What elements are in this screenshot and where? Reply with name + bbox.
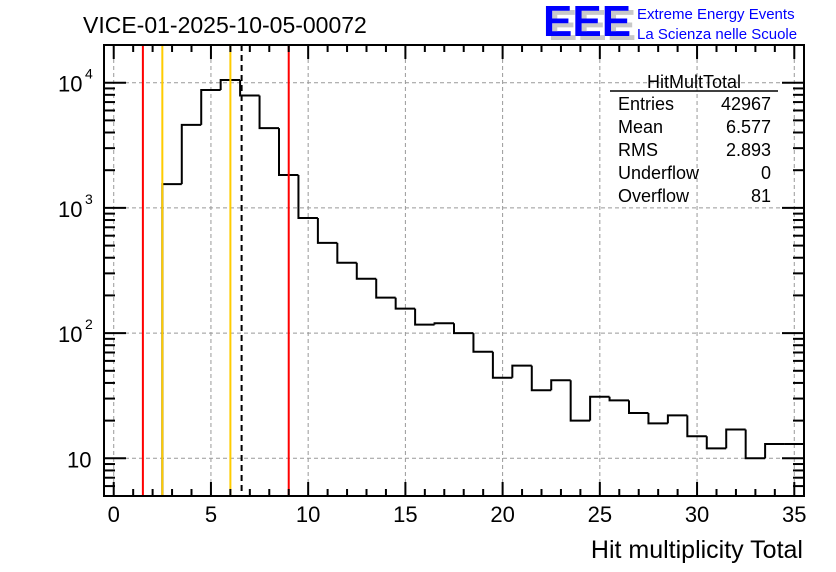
stats-label: Underflow xyxy=(618,163,700,183)
x-tick-label: 5 xyxy=(205,502,217,527)
axis-ticks xyxy=(104,44,804,497)
stats-value: 6.577 xyxy=(726,117,771,137)
y-tick-exp: 4 xyxy=(85,66,93,82)
histogram-bin xyxy=(647,413,668,425)
histogram-bin xyxy=(433,322,454,325)
histogram-bin xyxy=(219,79,241,90)
histogram-bin xyxy=(608,396,629,402)
x-tick-label: 25 xyxy=(588,502,612,527)
histogram-bin xyxy=(316,218,338,244)
histogram-bin xyxy=(453,323,474,335)
plot-frame xyxy=(103,44,805,497)
histogram-bin xyxy=(666,414,688,424)
x-tick-label: 20 xyxy=(490,502,514,527)
y-tick-label: 10 xyxy=(67,447,91,472)
stats-value: 0 xyxy=(761,163,771,183)
histogram-bin xyxy=(239,80,260,97)
histogram-bin xyxy=(569,380,591,422)
histogram-bin xyxy=(278,128,299,177)
histogram-bin xyxy=(705,436,727,450)
histogram-bin xyxy=(725,428,746,449)
stats-row: Overflow 81 xyxy=(618,186,771,206)
histogram-bin xyxy=(200,88,221,125)
marker-lines xyxy=(141,45,290,496)
y-tick-label: 10 2 xyxy=(58,316,93,347)
histogram-bin xyxy=(491,351,513,379)
histogram-bin xyxy=(550,379,571,391)
logo-text: EEE xyxy=(543,0,631,46)
chart-title: VICE-01-2025-10-05-00072 xyxy=(83,12,367,38)
x-tick-label: 35 xyxy=(782,502,806,527)
histogram-bin xyxy=(414,308,435,326)
y-tick-exp: 2 xyxy=(85,316,93,332)
histogram-bins xyxy=(161,79,804,496)
histogram-bin xyxy=(589,395,610,421)
y-tick-base: 10 xyxy=(67,447,91,472)
stats-label: Overflow xyxy=(618,186,690,206)
y-tick-label: 10 4 xyxy=(58,66,93,97)
histogram-bin xyxy=(472,333,493,353)
grid xyxy=(104,45,804,496)
x-tick-label: 0 xyxy=(108,502,120,527)
logo-line1: Extreme Energy Events xyxy=(637,6,795,23)
stats-value: 2.893 xyxy=(726,140,771,160)
stats-row: Entries 42967 xyxy=(618,94,771,114)
stats-value: 81 xyxy=(751,186,771,206)
y-tick-base: 10 xyxy=(58,72,82,97)
stats-title: HitMultTotal xyxy=(647,72,741,92)
stats-row: Mean 6.577 xyxy=(618,117,771,137)
logo-line2: La Scienza nelle Scuole xyxy=(637,26,797,43)
stats-row: RMS 2.893 xyxy=(618,140,771,160)
histogram-bin xyxy=(180,123,202,185)
y-tick-label: 10 3 xyxy=(58,191,93,222)
stats-value: 42967 xyxy=(721,94,771,114)
stats-row: Underflow 0 xyxy=(618,163,771,183)
x-axis-label: Hit multiplicity Total xyxy=(591,536,803,564)
y-tick-base: 10 xyxy=(58,197,82,222)
histogram-bin xyxy=(161,183,182,496)
x-tick-label: 30 xyxy=(685,502,709,527)
y-tick-exp: 3 xyxy=(85,191,93,207)
eee-logo: EEE Extreme Energy Events La Scienza nel… xyxy=(543,0,797,46)
histogram-bin xyxy=(297,175,318,220)
histogram-bin xyxy=(394,297,416,310)
x-tick-label: 15 xyxy=(393,502,417,527)
histogram-bin xyxy=(336,242,357,264)
histogram-bin xyxy=(375,278,396,299)
stats-label: Mean xyxy=(618,117,663,137)
histogram-bin xyxy=(686,415,707,438)
histogram-bin xyxy=(258,95,279,130)
histogram-bin xyxy=(511,364,532,378)
histogram-bin xyxy=(355,262,377,280)
stats-box: HitMultTotal Entries 42967 Mean 6.577 RMS 2.8… xyxy=(610,72,778,206)
stats-label: Entries xyxy=(618,94,674,114)
histogram-bin xyxy=(744,429,766,460)
stats-label: RMS xyxy=(618,140,658,160)
y-tick-base: 10 xyxy=(58,322,82,347)
x-tick-label: 10 xyxy=(296,502,320,527)
histogram-bin xyxy=(628,400,649,415)
histogram-bin xyxy=(764,443,785,459)
histogram-bin xyxy=(530,365,552,392)
